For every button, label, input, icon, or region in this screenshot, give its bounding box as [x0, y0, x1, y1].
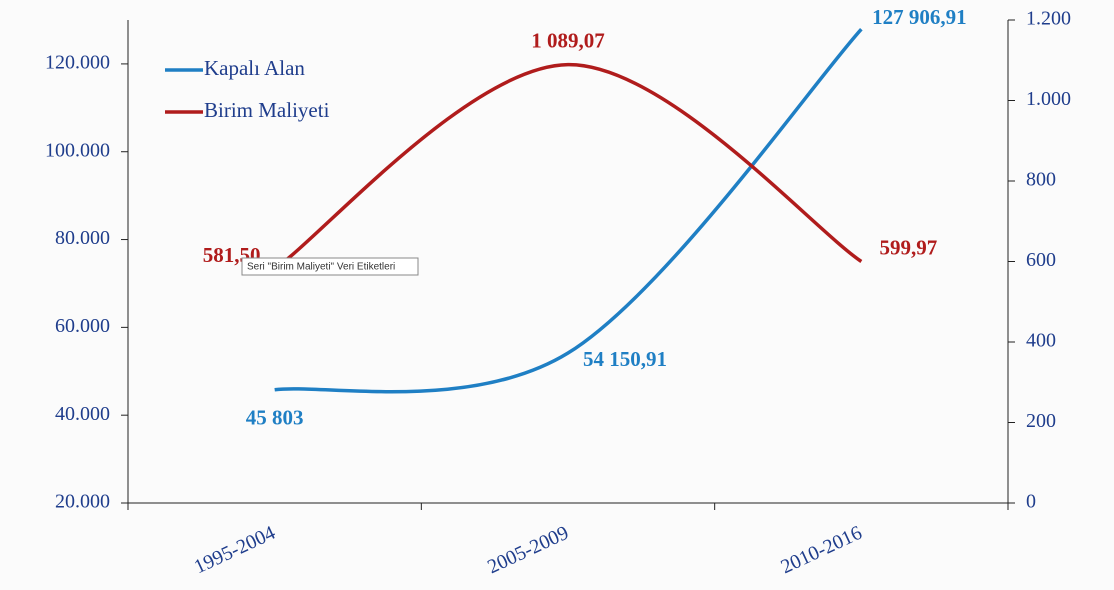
y2-tick-label: 200: [1026, 410, 1056, 432]
y2-tick-label: 0: [1026, 491, 1036, 513]
legend-label: Birim Maliyeti: [204, 98, 330, 122]
y-tick-label: 120.000: [45, 52, 110, 74]
tooltip: Seri "Birim Maliyeti" Veri Etiketleri: [247, 262, 395, 273]
data-label: 127 906,91: [872, 5, 967, 29]
y-tick-label: 20.000: [55, 491, 110, 513]
y2-tick-label: 800: [1026, 169, 1056, 191]
y-tick-label: 80.000: [55, 227, 110, 249]
data-label: 599,97: [879, 235, 937, 259]
y-tick-label: 40.000: [55, 403, 110, 425]
y2-tick-label: 1.000: [1026, 88, 1071, 110]
legend-label: Kapalı Alan: [204, 56, 305, 80]
data-label: 1 089,07: [531, 28, 605, 52]
y2-tick-label: 600: [1026, 249, 1056, 271]
y-tick-label: 60.000: [55, 315, 110, 337]
data-label: 54 150,91: [583, 347, 667, 371]
data-label: 45 803: [246, 406, 304, 430]
series-line: [273, 62, 863, 271]
y2-tick-label: 400: [1026, 330, 1056, 352]
tooltip-box: [241, 257, 419, 276]
y-tick-label: 100.000: [45, 139, 110, 161]
y2-tick-label: 1.200: [1026, 8, 1071, 30]
series-line: [274, 28, 863, 394]
